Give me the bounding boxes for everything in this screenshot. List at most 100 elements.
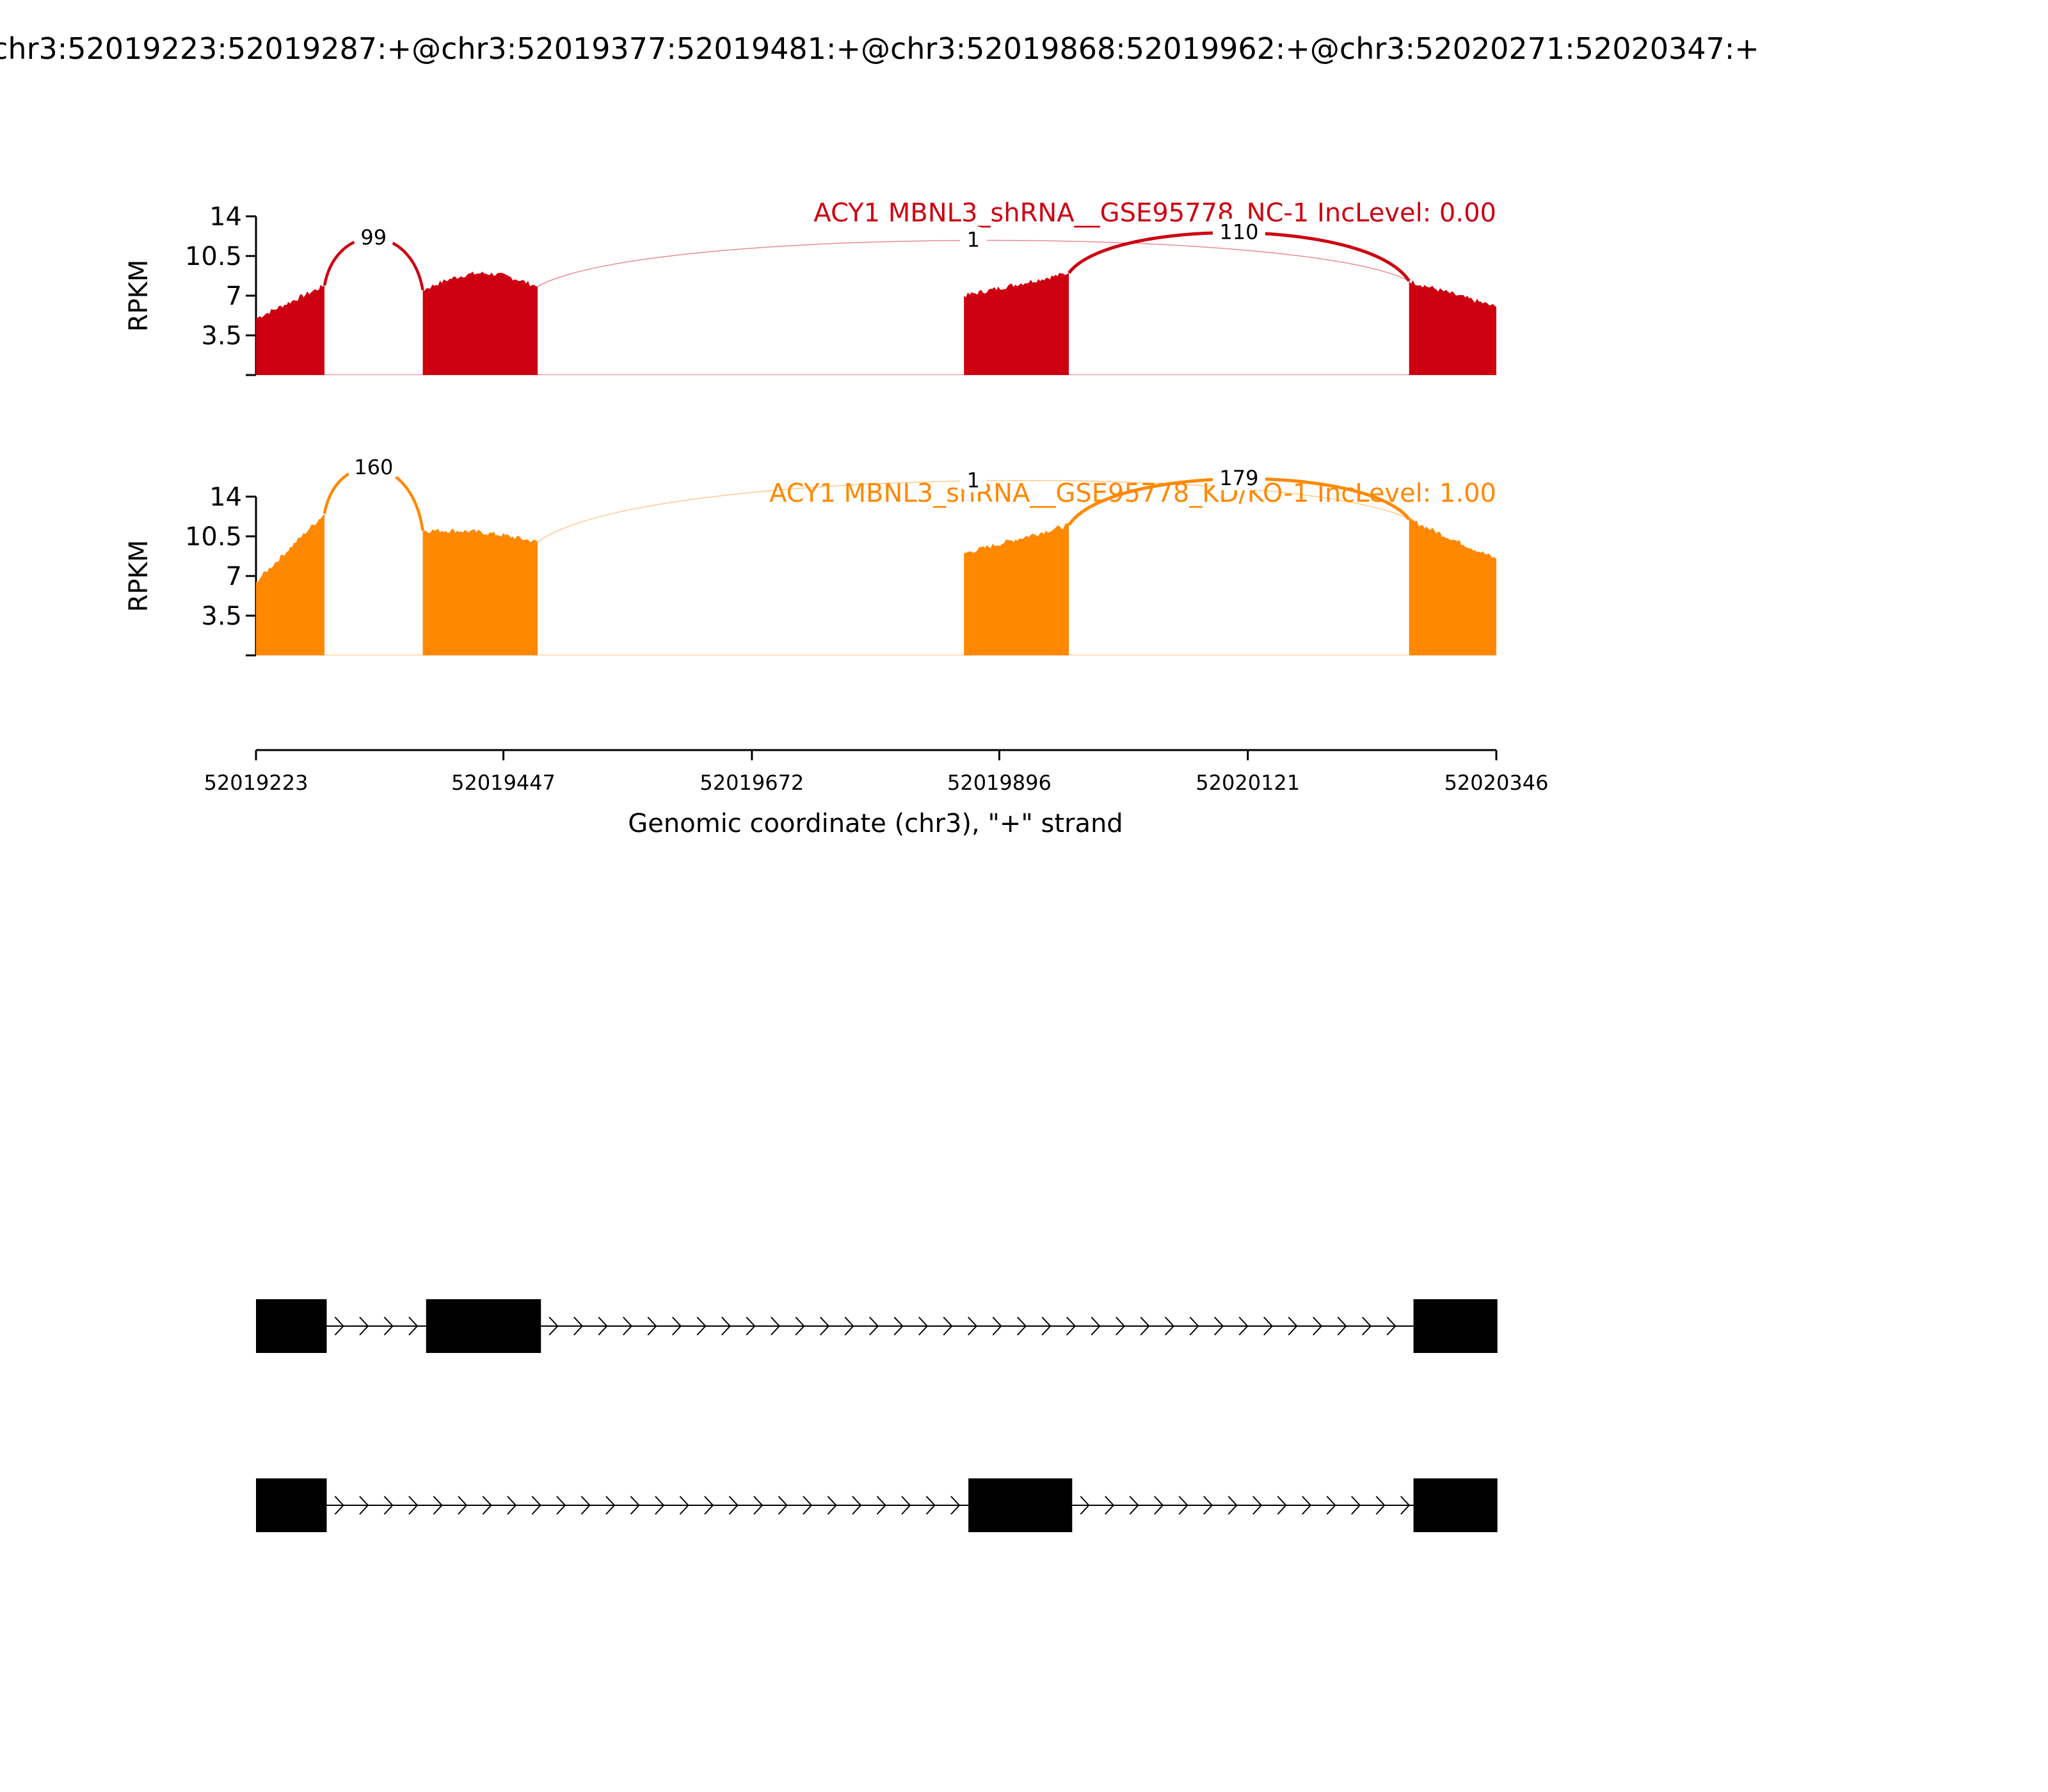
strand-arrow [925,1496,936,1515]
strand-arrow [1165,1316,1175,1336]
strand-arrow [655,1496,665,1515]
exon-block [1413,1299,1498,1353]
strand-arrow [1066,1316,1076,1336]
strand-arrow [1189,1316,1199,1336]
strand-arrow [573,1316,584,1336]
strand-arrow [1129,1496,1139,1515]
coverage-panels: ACY1 MBNL3_shRNA__GSE95778_NC-1 IncLevel… [124,198,1496,657]
junction-count-label: 110 [1219,220,1258,244]
strand-arrow [605,1496,616,1515]
junction-label-box [1212,218,1265,244]
strand-arrow [408,1496,419,1515]
strand-arrow [728,1496,739,1515]
strand-arrow [827,1496,837,1515]
coverage-panel-2: ACY1 MBNL3_shRNA__GSE95778_KD/KO-1 IncLe… [124,453,1496,657]
strand-arrow [458,1496,468,1515]
strand-arrow [943,1316,953,1336]
strand-arrow [556,1496,566,1515]
strand-arrow [696,1316,707,1336]
strand-arrow [1263,1316,1274,1336]
junction-count-label: 179 [1219,466,1258,490]
junction-label-box [347,453,400,479]
strand-arrow [482,1496,492,1515]
strand-arrow [507,1496,517,1515]
strand-arrow [1203,1496,1213,1515]
y-tick-label: 7 [226,282,242,311]
transcript-tracks [256,1299,1498,1532]
strand-arrow [746,1316,756,1336]
figure-title: chr3:52019223:52019287:+@chr3:52019377:5… [0,31,1759,66]
exon-block [1413,1478,1498,1532]
strand-arrow [1337,1316,1347,1336]
strand-arrow [795,1316,805,1336]
x-tick-label: 52019223 [204,771,308,795]
strand-arrow [852,1496,862,1515]
coverage-area [256,285,324,375]
x-tick-label: 52019896 [947,771,1052,795]
strand-arrow [876,1496,886,1515]
strand-arrow [1154,1496,1164,1515]
y-tick-label: 3.5 [201,602,242,631]
strand-arrow [1140,1316,1150,1336]
strand-arrow [359,1496,369,1515]
strand-arrow [950,1496,961,1515]
transcript-1 [256,1299,1498,1353]
strand-arrow [623,1316,633,1336]
coverage-area [1409,280,1496,375]
strand-arrow [647,1316,657,1336]
coverage-area [256,513,324,655]
x-axis-label: Genomic coordinate (chr3), "+" strand [628,809,1123,838]
strand-arrow [1017,1316,1027,1336]
strand-arrow [771,1316,781,1336]
y-tick-label: 10.5 [185,242,242,271]
strand-arrow [531,1496,541,1515]
strand-arrow [1252,1496,1263,1515]
strand-arrow [778,1496,788,1515]
strand-arrow [679,1496,689,1515]
y-tick-label: 10.5 [185,522,242,552]
strand-arrow [1178,1496,1188,1515]
strand-arrow [408,1316,419,1336]
strand-arrow [1041,1316,1052,1336]
strand-arrow [753,1496,764,1515]
strand-arrow [893,1316,904,1336]
strand-arrow [1326,1496,1336,1515]
coverage-area [964,523,1069,655]
strand-arrow [1091,1316,1101,1336]
x-tick-label: 52019672 [700,771,804,795]
strand-arrow [1400,1496,1411,1515]
strand-arrow [844,1316,854,1336]
strand-arrow [1362,1316,1372,1336]
strand-arrow [968,1316,978,1336]
transcript-2 [256,1478,1498,1532]
strand-arrow [1375,1496,1386,1515]
strand-arrow [1080,1496,1090,1515]
y-tick-label: 7 [226,562,242,591]
strand-arrow [433,1496,443,1515]
exon-block [968,1478,1073,1532]
coverage-area [1409,518,1496,655]
x-tick-label: 52019447 [451,771,556,795]
strand-arrow [580,1496,591,1515]
strand-arrow [901,1496,911,1515]
strand-arrow [1105,1496,1115,1515]
y-tick-label: 14 [209,483,242,512]
x-tick-label: 52020346 [1444,771,1549,795]
coverage-area [422,271,538,375]
strand-arrow [1313,1316,1323,1336]
strand-arrow [1116,1316,1126,1336]
panel-title: ACY1 MBNL3_shRNA__GSE95778_NC-1 IncLevel… [813,198,1496,228]
strand-arrow [1302,1496,1312,1515]
y-tick-label: 14 [209,202,242,232]
strand-arrow [918,1316,929,1336]
panel-title: ACY1 MBNL3_shRNA__GSE95778_KD/KO-1 IncLe… [769,479,1496,508]
junction-label-box [1212,465,1265,491]
strand-arrow [334,1316,344,1336]
junction-count-label: 99 [360,225,387,250]
x-tick-label: 52020121 [1196,771,1300,795]
strand-arrow [721,1316,732,1336]
strand-arrow [630,1496,640,1515]
strand-arrow [598,1316,608,1336]
strand-arrow [1351,1496,1361,1515]
strand-arrow [1288,1316,1298,1336]
